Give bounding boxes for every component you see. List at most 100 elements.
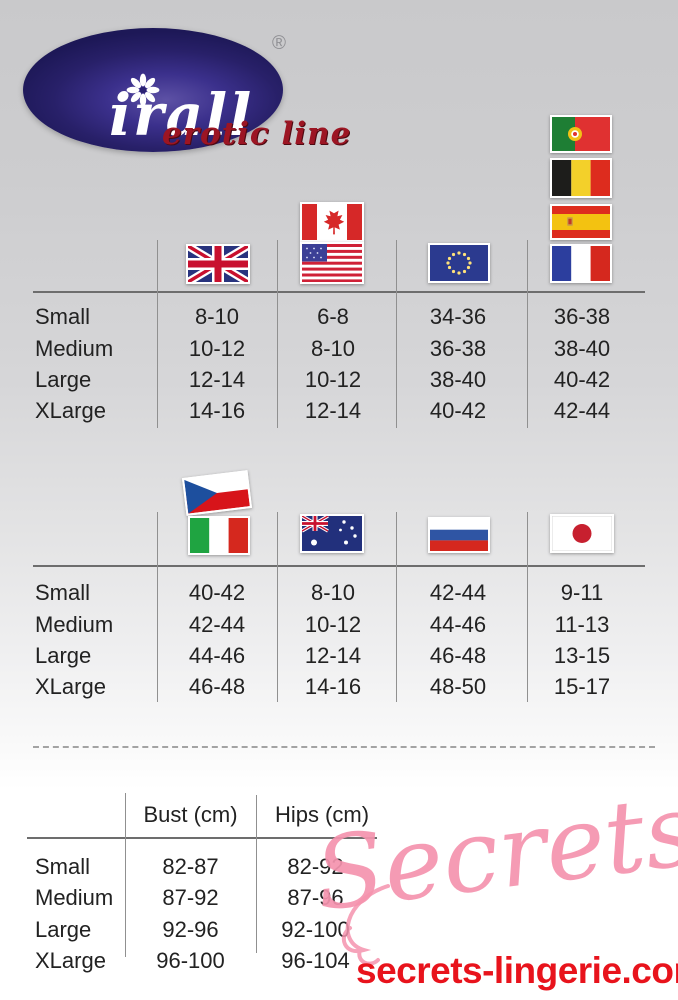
spain-flag-icon: [550, 204, 612, 240]
table-row: Large 92-96 92-100: [0, 917, 678, 947]
belgium-flag-icon: [550, 158, 612, 198]
table2-divider: [396, 512, 397, 702]
russia-flag-icon: [428, 517, 490, 553]
size-label: Large: [35, 917, 92, 942]
japan-flag-icon: [550, 514, 614, 553]
bust-value: 87-92: [162, 885, 219, 910]
size-label: Medium: [35, 612, 114, 637]
hips-value: 96-104: [281, 948, 350, 973]
uk-flag-icon: [186, 244, 250, 284]
size-label: XLarge: [35, 948, 106, 973]
size-value: 38-40: [553, 336, 611, 361]
eu-flag-icon: [428, 243, 490, 283]
table-row: Small 40-42 8-10 42-44 9-11: [0, 580, 678, 610]
size-value: 46-48: [188, 674, 246, 699]
table3-divider: [125, 793, 126, 957]
brand-tagline: erotic line: [162, 116, 352, 152]
size-value: 14-16: [304, 674, 362, 699]
size-value: 10-12: [304, 367, 362, 392]
table-row: Medium 42-44 10-12 44-46 11-13: [0, 612, 678, 642]
size-value: 42-44: [188, 612, 246, 637]
size-value: 40-42: [429, 398, 487, 423]
size-label: Medium: [35, 885, 114, 910]
watermark-flourish-icon: [341, 884, 390, 966]
bust-value: 96-100: [156, 948, 225, 973]
table-row: Small 8-10 6-8 34-36 36-38: [0, 304, 678, 334]
table-row: XLarge 14-16 12-14 40-42 42-44: [0, 398, 678, 428]
bust-column-header: Bust (cm): [143, 802, 238, 827]
size-label: XLarge: [35, 674, 106, 699]
table2-divider: [527, 512, 528, 702]
table1-divider: [277, 240, 278, 428]
table1-header-rule: [33, 291, 645, 293]
table2-header-rule: [33, 565, 645, 567]
size-value: 10-12: [188, 336, 246, 361]
bust-value: 82-87: [162, 854, 219, 879]
size-label: Small: [35, 304, 91, 329]
size-value: 13-15: [553, 643, 611, 668]
section-divider: [33, 746, 655, 748]
hips-column-header: Hips (cm): [274, 802, 370, 827]
size-value: 36-38: [429, 336, 487, 361]
table1-divider: [396, 240, 397, 428]
size-value: 42-44: [553, 398, 611, 423]
size-label: Small: [35, 854, 91, 879]
size-value: 6-8: [317, 304, 349, 329]
size-value: 36-38: [553, 304, 611, 329]
size-label: Medium: [35, 336, 114, 361]
table2-divider: [277, 512, 278, 702]
size-value: 8-10: [310, 580, 356, 605]
italy-flag-icon: [188, 516, 250, 555]
size-value: 9-11: [560, 580, 604, 605]
site-url-link[interactable]: secrets-lingerie.com: [356, 950, 678, 991]
size-value: 42-44: [429, 580, 487, 605]
usa-flag-icon: [300, 242, 364, 284]
size-value: 44-46: [188, 643, 246, 668]
table3-divider: [256, 795, 257, 953]
table-row: Medium 10-12 8-10 36-38 38-40: [0, 336, 678, 366]
table1-divider: [527, 240, 528, 428]
size-value: 48-50: [429, 674, 487, 699]
size-value: 38-40: [429, 367, 487, 392]
australia-flag-icon: [300, 514, 364, 553]
france-flag-icon: [550, 244, 612, 283]
hips-value: 82-92: [287, 854, 344, 879]
brand-name: irall: [109, 81, 254, 149]
bust-value: 92-96: [162, 917, 219, 942]
table2-divider: [157, 512, 158, 702]
size-value: 40-42: [553, 367, 611, 392]
size-value: 40-42: [188, 580, 246, 605]
table-row: XLarge 46-48 14-16 48-50 15-17: [0, 674, 678, 704]
portugal-flag-icon: [550, 115, 612, 153]
size-value: 12-14: [304, 398, 362, 423]
table3-header-rule: [27, 837, 377, 839]
table1-divider: [157, 240, 158, 428]
size-label: Small: [35, 580, 91, 605]
canada-flag-icon: [300, 202, 364, 242]
brand-logo: irall: [23, 28, 283, 152]
table-row: Medium 87-92 87-96: [0, 885, 678, 915]
table-row: Large 44-46 12-14 46-48 13-15: [0, 643, 678, 673]
size-value: 8-10: [194, 304, 240, 329]
size-value: 12-14: [304, 643, 362, 668]
size-value: 10-12: [304, 612, 362, 637]
size-value: 34-36: [429, 304, 487, 329]
table-row: Small 82-87 82-92: [0, 854, 678, 884]
size-value: 46-48: [429, 643, 487, 668]
table-row: XLarge 96-100 96-104: [0, 948, 678, 978]
size-label: XLarge: [35, 398, 106, 423]
size-value: 15-17: [553, 674, 611, 699]
size-value: 8-10: [310, 336, 356, 361]
hips-value: 87-96: [287, 885, 344, 910]
size-value: 14-16: [188, 398, 246, 423]
size-value: 44-46: [429, 612, 487, 637]
table-row: Large 12-14 10-12 38-40 40-42: [0, 367, 678, 397]
size-value: 12-14: [188, 367, 246, 392]
registered-trademark-icon: ®: [272, 33, 286, 54]
flower-icon: [126, 73, 160, 107]
size-label: Large: [35, 643, 92, 668]
size-value: 11-13: [554, 612, 610, 637]
hips-value: 92-100: [281, 917, 350, 942]
size-label: Large: [35, 367, 92, 392]
